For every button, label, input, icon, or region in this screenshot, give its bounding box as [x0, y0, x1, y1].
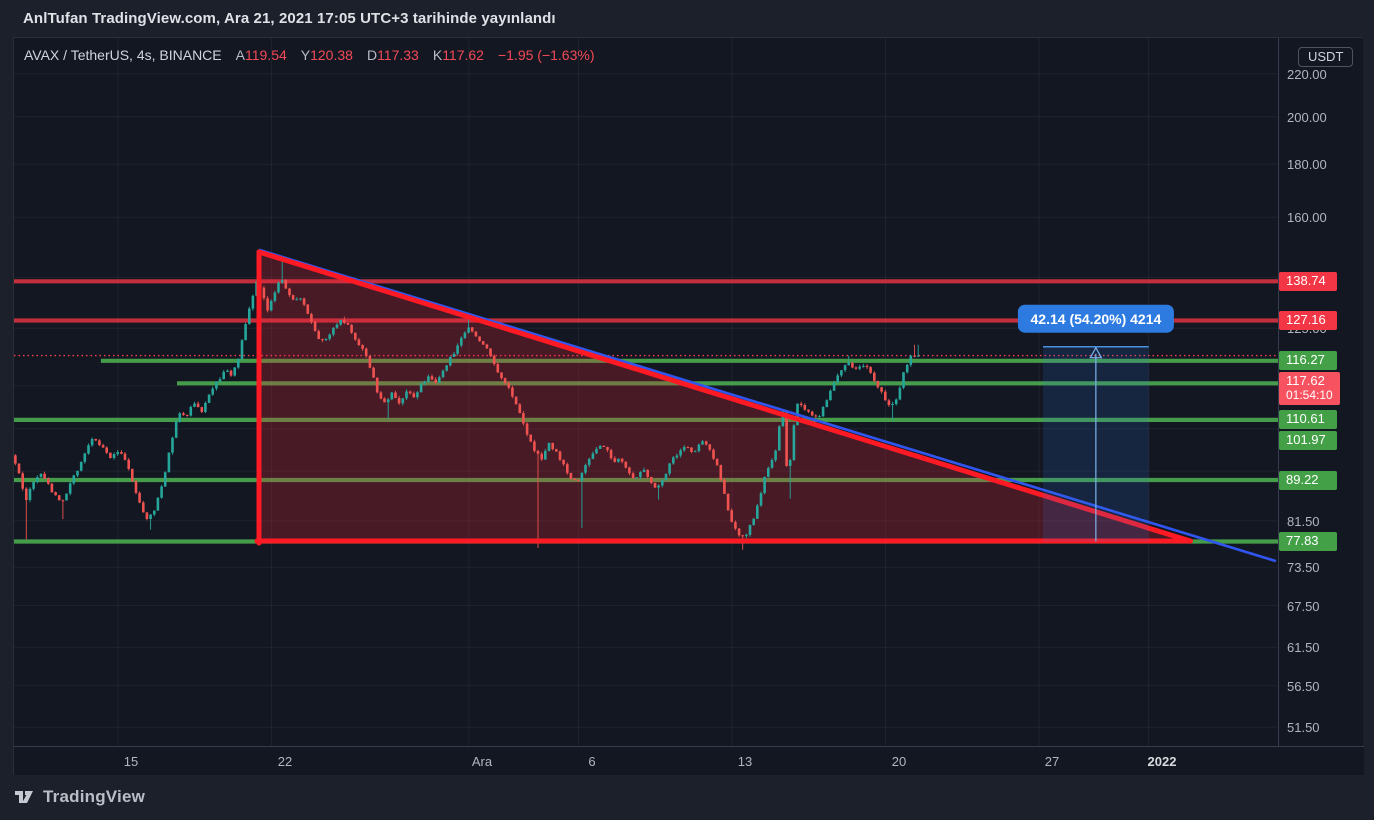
price-level-badge-101.97: 101.97: [1279, 431, 1337, 450]
projection-label-pill: [1017, 304, 1174, 333]
price-level-badge-117.62: 117.62 01:54:10: [1279, 372, 1340, 405]
price-range-projection[interactable]: 42.14 (54.20%) 4214: [1017, 304, 1174, 542]
price-tick-label: 73.50: [1287, 560, 1320, 575]
time-tick-label-2022: 2022: [1147, 754, 1177, 769]
symbol-legend: AVAX / TetherUS, 4s, BINANCE A119.54 Y120.…: [24, 47, 594, 63]
price-tick-label: 56.50: [1287, 679, 1320, 694]
projection-label-text: 42.14 (54.20%) 4214: [1031, 311, 1162, 327]
price-level-badge-127.16: 127.16: [1279, 311, 1337, 330]
time-tick-label-22: 22: [277, 754, 293, 769]
price-axis[interactable]: USDT 220.00200.00180.00160.00125.0081.50…: [1278, 38, 1363, 746]
time-tick-label-Ara: Ara: [471, 754, 493, 769]
publication-header: AnlTufan TradingView.com, Ara 21, 2021 1…: [0, 0, 1374, 37]
chart-canvas[interactable]: 42.14 (54.20%) 4214: [14, 38, 1278, 746]
price-level-badge-138.74: 138.74: [1279, 272, 1337, 291]
price-tick-label: 160.00: [1287, 210, 1327, 225]
footer: TradingView: [14, 787, 145, 807]
descending-triangle-outline[interactable]: [254, 249, 1193, 546]
time-axis[interactable]: 15 22 Ara 6 13 20 27 2022: [14, 746, 1364, 775]
price-level-badge-89.22: 89.22: [1279, 471, 1337, 490]
time-tick-label-20: 20: [891, 754, 907, 769]
price-level-badge-110.61: 110.61: [1279, 410, 1337, 429]
blue-trendline[interactable]: [258, 248, 1277, 563]
time-tick-label-27: 27: [1044, 754, 1060, 769]
time-tick-label-13: 13: [737, 754, 753, 769]
time-tick-label-15: 15: [123, 754, 139, 769]
ohlc-item: A119.54: [235, 47, 287, 63]
price-tick-label: 180.00: [1287, 157, 1327, 172]
ohlc-item: Y120.38: [300, 47, 353, 63]
price-tick-label: 220.00: [1287, 67, 1327, 82]
price-level-badge-116.27: 116.27: [1279, 351, 1337, 370]
price-level-badge-77.83: 77.83: [1279, 532, 1337, 551]
candlestick-series: [14, 257, 920, 550]
chart-shell: 42.14 (54.20%) 4214 AVAX / TetherUS, 4s,…: [13, 37, 1364, 775]
price-tick-label: 67.50: [1287, 599, 1320, 614]
bar-countdown: 01:54:10: [1286, 388, 1333, 402]
gridlines: [14, 38, 1278, 746]
ohlc-item: K117.62: [432, 47, 484, 63]
price-tick-label: 81.50: [1287, 514, 1320, 529]
ohlc-item: D117.33: [366, 47, 419, 63]
chart-pane[interactable]: 42.14 (54.20%) 4214 AVAX / TetherUS, 4s,…: [14, 38, 1278, 746]
tradingview-brand[interactable]: TradingView: [43, 787, 146, 806]
price-tick-label: 51.50: [1287, 720, 1320, 735]
publication-title: AnlTufan TradingView.com, Ara 21, 2021 1…: [23, 10, 556, 27]
tradingview-logo[interactable]: [14, 787, 34, 807]
price-tick-label: 200.00: [1287, 110, 1327, 125]
symbol-title: AVAX / TetherUS, 4s, BINANCE: [24, 47, 222, 63]
ohlc-values: A119.54 Y120.38 D117.33 K117.62 −1.95 (−1.63…: [222, 47, 595, 63]
price-tick-label: 61.50: [1287, 640, 1320, 655]
currency-toggle-button[interactable]: USDT: [1298, 47, 1354, 67]
change-value: −1.95 (−1.63%): [497, 47, 595, 63]
time-tick-label-6: 6: [588, 754, 596, 769]
